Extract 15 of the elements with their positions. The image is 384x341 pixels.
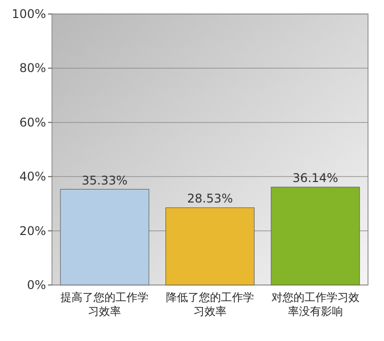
x-tick-label: 提高了您的工作学习效率 [60, 291, 149, 318]
data-label: 36.14% [292, 171, 338, 186]
y-tick-label: 0% [26, 278, 46, 292]
data-label: 35.33% [82, 173, 128, 188]
y-tick-label: 20% [19, 224, 46, 238]
y-tick-label: 80% [19, 61, 46, 76]
x-tick-label: 对您的工作学习效率没有影响 [271, 291, 360, 318]
bar [270, 186, 360, 286]
x-tick-label: 降低了您的工作学习效率 [166, 291, 254, 318]
y-tick-label: 40% [19, 170, 46, 184]
data-label: 28.53% [187, 192, 233, 206]
y-tick-label: 100% [12, 7, 46, 21]
y-tick-label: 60% [19, 115, 46, 130]
bar [60, 189, 150, 286]
bar [166, 207, 254, 286]
